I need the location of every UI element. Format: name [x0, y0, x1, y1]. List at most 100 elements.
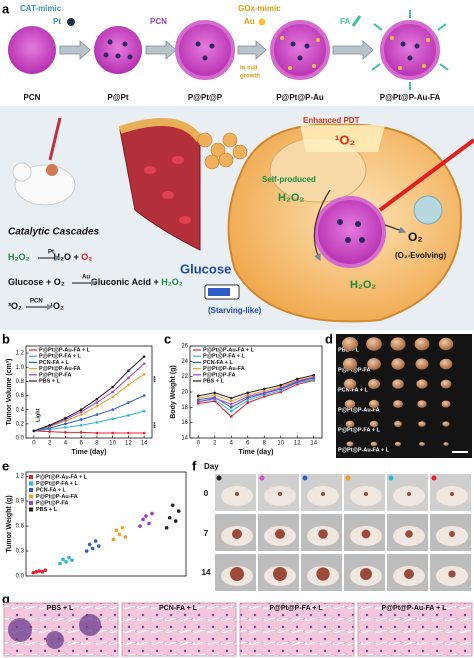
tumor: [440, 379, 452, 389]
particle: [94, 26, 142, 74]
y-tick-label: 0.0: [16, 574, 25, 580]
y-tick-label: 0.6: [16, 524, 25, 530]
tumor: [450, 492, 454, 496]
y-tick-label: 0.0: [16, 436, 25, 442]
legend-label: P@Pt@P-FA: [203, 372, 235, 378]
data-point: [196, 400, 200, 404]
tumor: [321, 492, 325, 496]
syringe: [48, 117, 62, 161]
particle: [8, 26, 56, 74]
tumor: [273, 567, 287, 581]
tumor: [275, 529, 285, 539]
label: growth: [240, 74, 260, 80]
x-tick-label: 2: [213, 441, 217, 447]
y-tick-label: 18: [181, 405, 188, 411]
data-point: [31, 570, 36, 575]
equation: H₂O₂ H₂O + O₂: [8, 252, 92, 262]
y-tick-label: 24: [181, 359, 188, 365]
legend-label: P@Pt@P-FA + L: [39, 354, 81, 360]
y-tick-label: 0.3: [16, 549, 25, 555]
tumor: [448, 570, 456, 578]
data-point: [79, 410, 83, 414]
series-line: [33, 373, 145, 432]
legend-label: PCN-FA + L: [36, 487, 67, 493]
data-point: [95, 401, 99, 404]
tumor: [418, 421, 426, 427]
data-point: [127, 431, 130, 435]
data-point: [173, 519, 178, 523]
histology-label: PBS + L: [47, 605, 74, 612]
data-point: [229, 409, 233, 413]
y-tick-label: 0.8: [16, 379, 25, 385]
reactant: H₂O₂: [8, 252, 30, 262]
data-point: [312, 376, 316, 379]
label: FA: [340, 17, 350, 26]
tumor: [405, 530, 413, 538]
catalyst: Au: [82, 275, 90, 281]
label: ¹O₂: [335, 132, 355, 147]
arrows: [59, 40, 374, 60]
tumor: [443, 442, 449, 446]
row-label: 7: [204, 529, 209, 538]
tumor: [364, 492, 368, 496]
legend-label: P@Pt@P-FA + L: [203, 354, 245, 360]
label: Au: [244, 17, 255, 26]
data-point: [111, 408, 114, 411]
data-point: [279, 383, 283, 387]
panel-letter: f: [192, 458, 197, 473]
tumor: [417, 400, 427, 408]
series-line: [33, 430, 145, 434]
legend-label: PBS + L: [39, 378, 61, 384]
data-point: [64, 422, 67, 426]
tumor: [419, 442, 425, 446]
y-tick-label: 16: [181, 420, 188, 426]
x-tick-label: 14: [310, 441, 317, 447]
data-point: [196, 394, 200, 398]
label: in suit: [240, 66, 258, 72]
panel-letter: a: [2, 1, 10, 16]
y-tick-label: 0.6: [16, 393, 25, 399]
label: Glucose: [180, 261, 231, 276]
catalyst: PCN: [30, 299, 43, 305]
data-point: [312, 373, 316, 377]
data-point: [79, 413, 83, 416]
data-point: [141, 517, 145, 522]
group-icon: [216, 475, 222, 481]
data-point: [61, 557, 65, 562]
mechanism-scene: Enhanced PDT ¹O₂ Self-produced H₂O₂ O₂ (…: [0, 106, 474, 330]
photo-background: [336, 334, 472, 458]
series-line: [198, 376, 314, 405]
data-point: [90, 546, 95, 551]
legend-swatch: [29, 494, 33, 499]
data-point: [170, 503, 175, 508]
y-axis-label: Tumor Volume (cm³): [6, 358, 13, 425]
legend-label: P@Pt@P-Au-FA + L: [36, 474, 88, 480]
tumor: [235, 492, 239, 496]
panel-letter: d: [325, 331, 333, 346]
particle-label: P@Pt@P-Au: [276, 93, 324, 102]
data-point: [127, 414, 130, 417]
group-icon: [431, 475, 437, 481]
data-point: [48, 423, 51, 427]
tumor: [345, 420, 355, 428]
y-tick-label: 0.4: [16, 407, 25, 413]
data-point: [176, 509, 181, 513]
data-point: [64, 416, 67, 420]
legend-swatch: [29, 481, 33, 486]
histology-label: P@Pt@P-Au-FA + L: [382, 605, 448, 612]
tumor: [390, 337, 406, 351]
metastasis: [8, 618, 32, 642]
x-tick-label: 12: [125, 441, 132, 447]
x-tick-label: 14: [141, 441, 148, 447]
tumor: [344, 399, 356, 409]
data-point: [127, 383, 130, 387]
data-point: [213, 391, 217, 395]
legend-label: PCN-FA + L: [39, 360, 70, 366]
legend-label: PCN-FA + L: [203, 360, 234, 366]
arrow: [313, 189, 331, 262]
y-tick-label: 20: [181, 390, 188, 396]
pt-icon: [67, 18, 75, 26]
tumor: [391, 358, 405, 370]
panel-letter: e: [2, 458, 9, 473]
product: H₂O +: [54, 252, 82, 262]
